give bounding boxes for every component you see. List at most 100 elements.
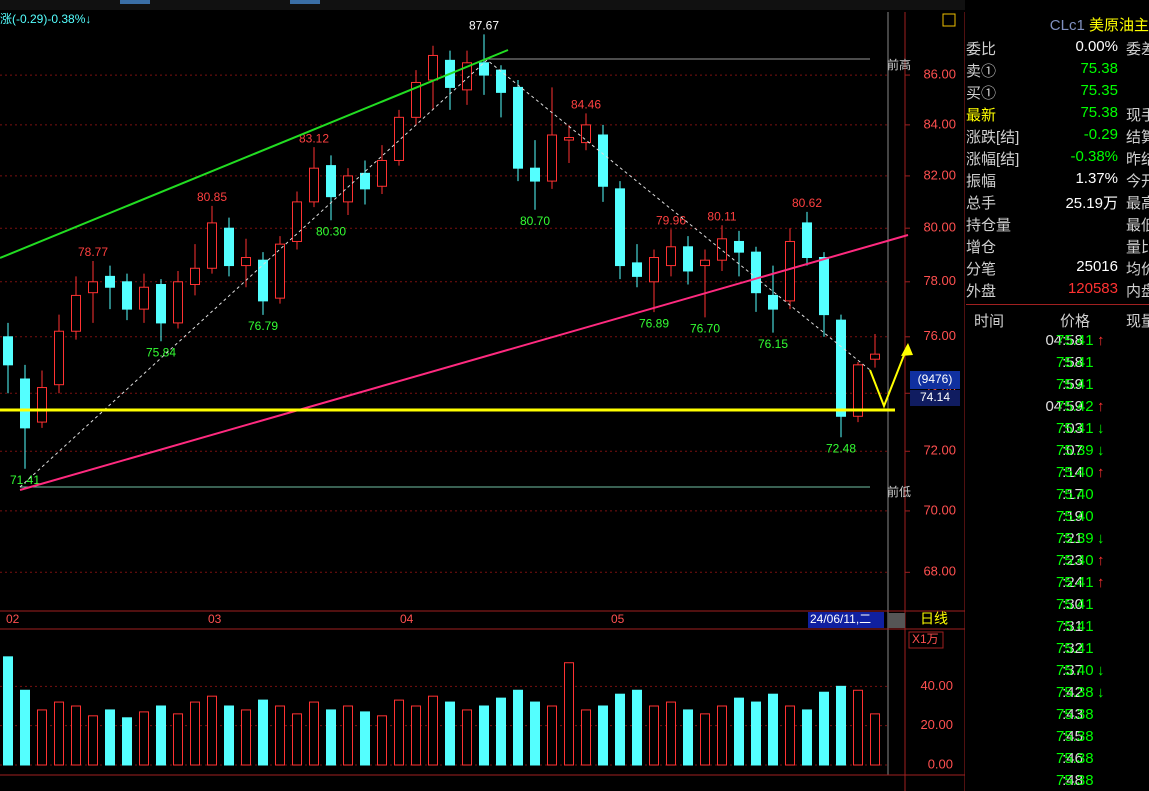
quote-row: 增仓 量比 [966, 234, 1149, 256]
tick-time: :45 [1062, 728, 1083, 745]
tick-time: :03 [1062, 420, 1083, 437]
volume-bar [666, 701, 676, 766]
volume-bar [649, 705, 659, 766]
quote-label: 外盘 [966, 283, 997, 300]
quote-label: 卖① [966, 63, 997, 80]
tick-price: 75.41 [1056, 640, 1094, 657]
candle-body [156, 284, 166, 324]
tick-arrow: ↑ [1097, 398, 1105, 415]
tick-arrow: ↓ [1097, 684, 1105, 701]
arrow-head [901, 343, 913, 356]
candle-body [428, 54, 438, 81]
candle-body [88, 281, 98, 294]
tick-row: 04:59 75.42 ↑ [966, 396, 1149, 418]
tick-price: 75.38 [1056, 772, 1094, 789]
tick-price: 75.41 [1056, 354, 1094, 371]
volume-bar [190, 701, 200, 766]
candle-body [751, 251, 761, 294]
candle-body [377, 159, 387, 187]
tick-time: :48 [1062, 772, 1083, 789]
quote-row: 持仓量 最低 [966, 212, 1149, 234]
x-tick-label: 05 [611, 612, 625, 626]
v-tick-label: 0.00 [928, 756, 953, 771]
volume-bar [343, 705, 353, 766]
quote-label: 分笔 [966, 261, 997, 278]
volume-bar [71, 705, 81, 766]
x-tick-label: 02 [6, 612, 20, 626]
quote-label2: 委差 [1126, 41, 1149, 58]
candle-body [360, 172, 370, 190]
candle-body [105, 275, 115, 288]
period[interactable]: 日线 [920, 611, 948, 627]
volume-bar [836, 685, 846, 766]
high-label: 83.12 [299, 131, 329, 145]
unit: X1万 [912, 632, 939, 646]
quote-row: 委比 0.00% 委差 [966, 36, 1149, 58]
tick-row: :59 75.41 [966, 374, 1149, 396]
tick-arrow: ↑ [1097, 332, 1105, 349]
tick-arrow: ↓ [1097, 442, 1105, 459]
button[interactable] [888, 613, 905, 628]
quote-label2: 内盘 [1126, 283, 1149, 300]
tick-row: :42 75.38 ↓ [966, 682, 1149, 704]
date-label: 24/06/11,二 [810, 612, 871, 626]
y-tick-label: 86.00 [923, 67, 956, 82]
v-tick-label: 40.00 [920, 678, 953, 693]
volume-bar [88, 715, 98, 766]
volume-bar [309, 701, 319, 766]
low-label: 80.70 [520, 214, 550, 228]
tick-row: :45 75.38 [966, 726, 1149, 748]
price-box [910, 390, 960, 406]
low-label: 80.30 [316, 224, 346, 238]
tick-arrow: ↑ [1097, 552, 1105, 569]
high-label: 79.96 [656, 213, 686, 227]
quote-panel: CLc1 美原油主 委比 0.00% 委差 卖① 75.38 买① 75.35 最新 75.38… [966, 12, 1149, 791]
volume-bar [717, 705, 727, 766]
tick-time: :32 [1062, 640, 1083, 657]
candle-body [173, 281, 183, 324]
chart: 涨(-0.29)-0.38%↓ 68.0070.0072.0074.0076.0… [0, 0, 965, 791]
volume-bar [20, 689, 30, 766]
quote-value: -0.38% [1070, 148, 1118, 165]
tick-price: 75.38 [1056, 728, 1094, 745]
high-label: 80.11 [707, 209, 736, 223]
candle-body [71, 294, 81, 332]
tick-arrow: ↓ [1097, 530, 1105, 547]
candle-body [870, 353, 880, 360]
candle-body [258, 259, 268, 302]
icon[interactable] [942, 13, 956, 27]
tick-time: :23 [1062, 552, 1083, 569]
candle-body [802, 222, 812, 259]
y-tick-label: 84.00 [923, 116, 956, 131]
candle-body [530, 167, 540, 182]
y-tick-label: 68.00 [923, 564, 956, 579]
x-tick-label: 04 [400, 612, 414, 626]
tick-row: :14 75.40 ↑ [966, 462, 1149, 484]
candle-body [700, 259, 710, 267]
tick-row: :24 75.41 ↑ [966, 572, 1149, 594]
x-tick-label: 03 [208, 612, 222, 626]
change-text: 涨(-0.29)-0.38%↓ [0, 11, 91, 26]
volume-bar [105, 709, 115, 766]
volume-bar [377, 715, 387, 766]
tick-price: 75.41 [1056, 420, 1094, 437]
quote-row: 振幅 1.37% 今开 [966, 168, 1149, 190]
candle-body [734, 240, 744, 253]
low-label: 72.48 [826, 441, 856, 455]
candle-body [394, 116, 404, 161]
prev-low: 前低 [887, 484, 911, 499]
volume-bar [445, 701, 455, 766]
tab [120, 0, 150, 4]
tick-row: :07 75.39 ↓ [966, 440, 1149, 462]
high-label: 87.67 [469, 19, 499, 33]
volume-bar [819, 691, 829, 766]
volume-bar [870, 713, 880, 766]
tick-row: :31 75.41 [966, 616, 1149, 638]
candle-body [683, 246, 693, 272]
low-label: 76.79 [248, 319, 278, 333]
tick-row: :37 75.40 ↓ [966, 660, 1149, 682]
tick-row: :17 75.40 [966, 484, 1149, 506]
quote-label2: 昨结 [1126, 151, 1149, 168]
tick-price: 75.40 [1056, 508, 1094, 525]
